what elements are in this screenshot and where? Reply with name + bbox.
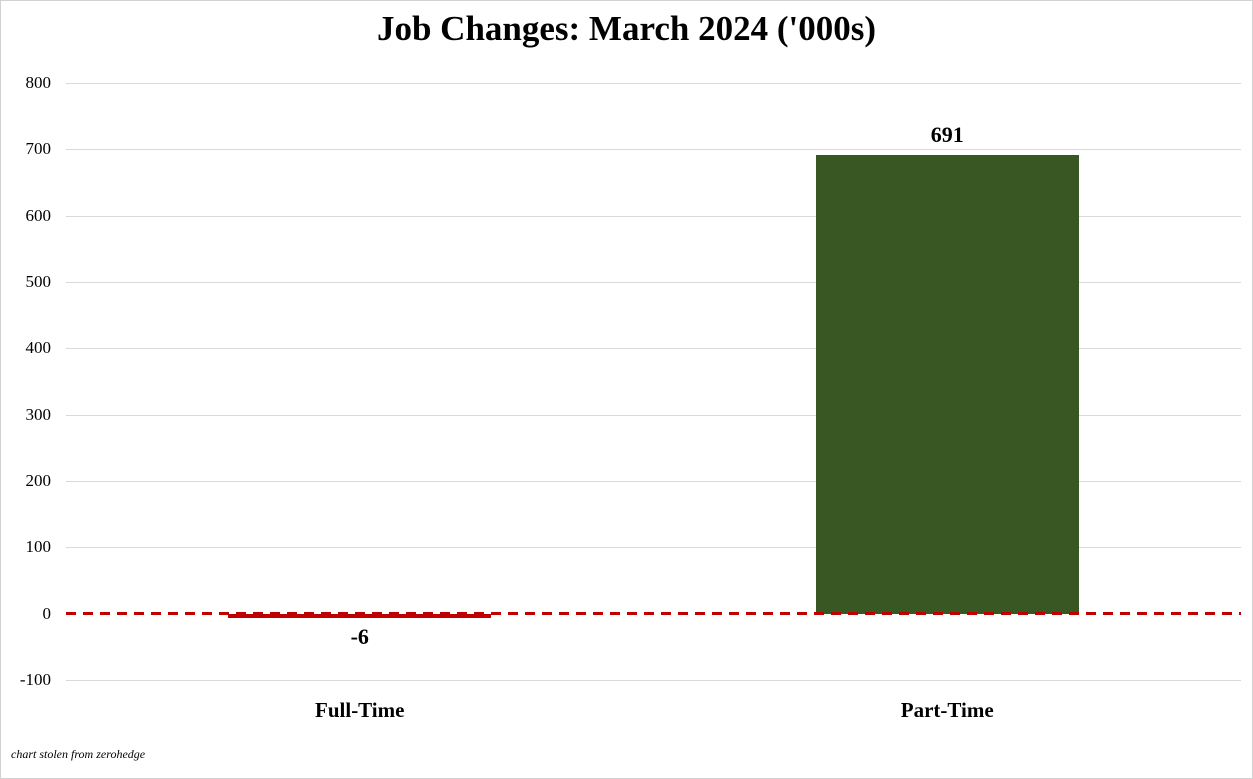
y-tick-label: 100 bbox=[25, 537, 52, 557]
y-tick-label: 600 bbox=[25, 205, 52, 225]
y-tick-label: 300 bbox=[25, 404, 52, 424]
y-gridline bbox=[66, 215, 1241, 217]
y-gridline bbox=[66, 348, 1241, 350]
y-gridline bbox=[66, 547, 1241, 549]
x-category-label-part-time: Part-Time bbox=[900, 698, 994, 722]
y-tick-label: 400 bbox=[25, 338, 52, 358]
y-tick-label: 0 bbox=[42, 603, 52, 623]
y-tick-label: 500 bbox=[25, 272, 52, 291]
zero-baseline-dashed-line bbox=[66, 612, 1241, 616]
y-gridline bbox=[66, 680, 1241, 681]
footnote-credit: chart stolen from zerohedge bbox=[11, 747, 146, 761]
y-gridline bbox=[66, 481, 1241, 482]
y-tick-label: 700 bbox=[25, 139, 52, 159]
y-gridline bbox=[66, 83, 1241, 84]
bar-value-label-part-time: 691 bbox=[930, 122, 964, 148]
bar-full-time bbox=[228, 613, 492, 618]
bar-value-label-full-time: -6 bbox=[350, 623, 369, 649]
y-gridline bbox=[66, 282, 1241, 283]
y-tick-label: -100 bbox=[19, 670, 51, 689]
chart-title: Job Changes: March 2024 ('000s) bbox=[376, 9, 877, 48]
y-gridline bbox=[66, 149, 1241, 151]
bar-part-time bbox=[815, 155, 1079, 614]
x-category-label-full-time: Full-Time bbox=[315, 698, 405, 722]
y-gridline bbox=[66, 414, 1241, 416]
y-tick-label: 800 bbox=[25, 73, 52, 92]
y-tick-label: 200 bbox=[25, 471, 52, 490]
